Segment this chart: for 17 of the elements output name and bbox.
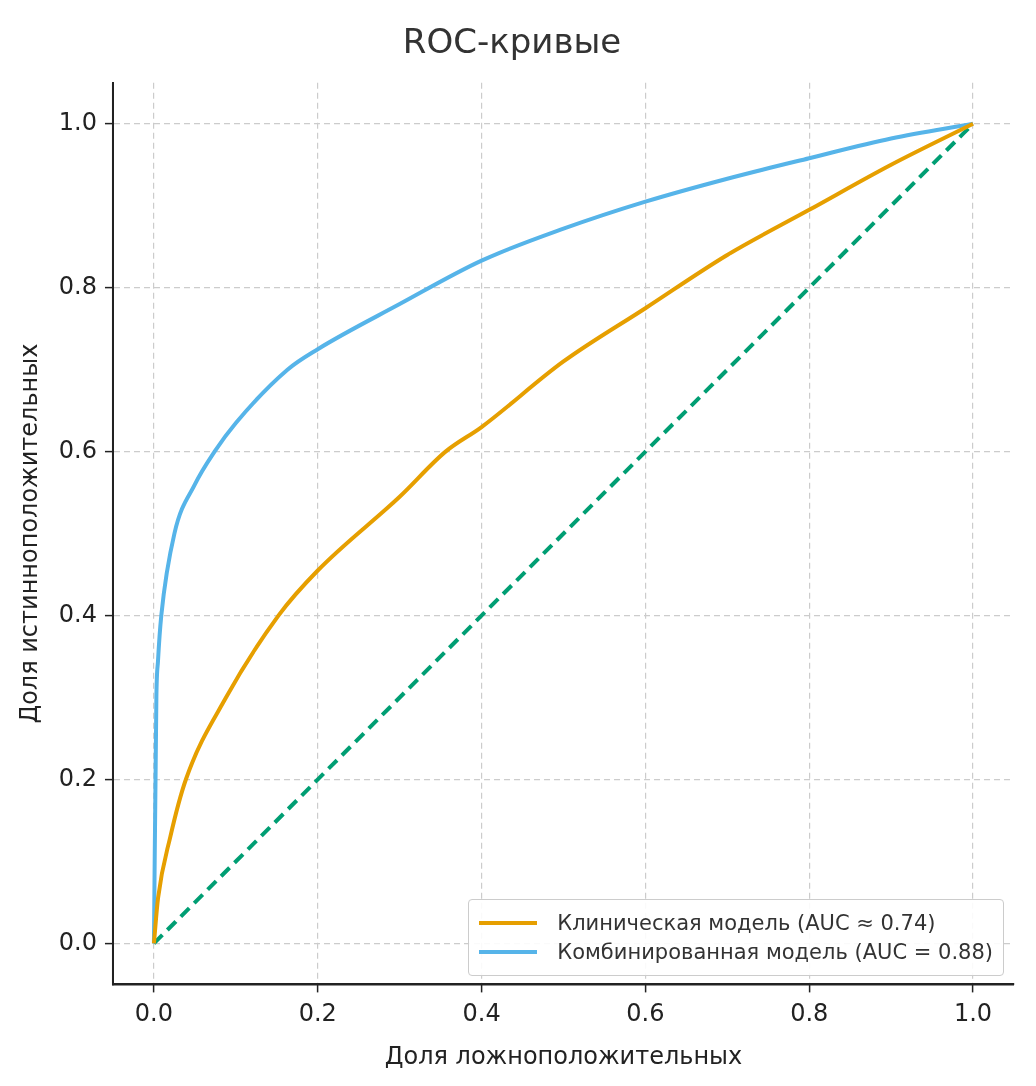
y-axis-title: Доля истинноположительных [14, 343, 43, 724]
x-tick-label: 0.0 [134, 999, 174, 1028]
x-tick-label: 0.4 [462, 999, 501, 1028]
y-tick-label: 0.8 [58, 271, 97, 300]
y-tick-label: 1.0 [58, 108, 97, 137]
legend-label: Клиническая модель (AUC ≈ 0.74) [557, 911, 936, 936]
x-tick-label: 0.6 [626, 999, 665, 1028]
y-tick-label: 0.4 [58, 599, 97, 628]
y-tick-label: 0.6 [58, 435, 97, 464]
y-tick-label: 0.2 [58, 763, 97, 792]
y-tick-label: 0.0 [58, 927, 97, 956]
chart-title: ROC-кривые [402, 21, 622, 62]
x-axis-title: Доля ложноположительных [384, 1041, 743, 1070]
x-tick-label: 0.8 [790, 999, 829, 1028]
legend-label: Комбинированная модель (AUC = 0.88) [557, 940, 993, 965]
x-tick-label: 1.0 [953, 999, 993, 1028]
x-tick-label: 0.2 [298, 999, 337, 1028]
